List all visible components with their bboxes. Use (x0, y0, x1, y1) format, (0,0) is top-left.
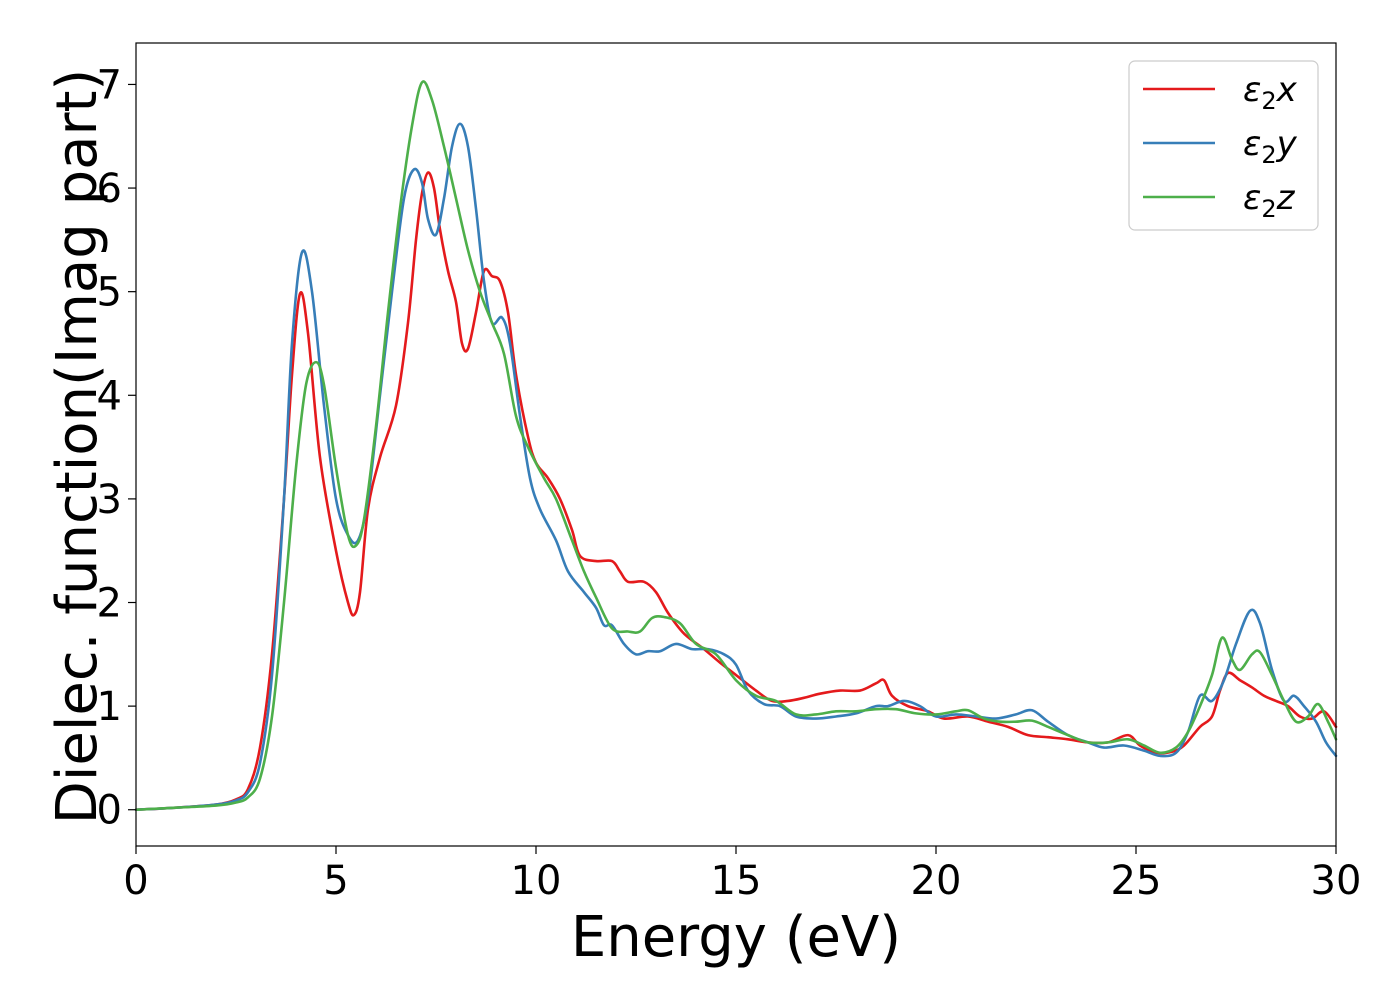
y-tick-label: 6 (97, 166, 122, 212)
x-tick-label: 10 (511, 858, 562, 904)
axis-ticks: 0 5 10 15 20 25 30 0 1 2 3 4 5 6 7 (97, 62, 1362, 904)
series-line-z (134, 80, 1338, 812)
x-axis-title: Energy (eV) (571, 905, 901, 970)
x-tick-label: 25 (1111, 858, 1162, 904)
legend: ε2x ε2y ε2z (1128, 60, 1319, 231)
y-tick-label: 2 (97, 581, 122, 627)
legend-label-x: ε2x (1243, 70, 1298, 115)
y-tick-label: 3 (97, 477, 122, 523)
y-tick-label: 5 (97, 270, 122, 316)
legend-label-y: ε2y (1243, 124, 1298, 169)
legend-box (1128, 60, 1319, 231)
y-tick-label: 1 (97, 684, 122, 730)
x-tick-label: 30 (1311, 858, 1362, 904)
y-tick-label: 7 (97, 62, 122, 108)
y-tick-label: 0 (97, 788, 122, 834)
x-tick-label: 0 (123, 858, 148, 904)
x-tick-label: 15 (711, 858, 762, 904)
y-tick-label: 4 (97, 373, 122, 419)
x-tick-label: 20 (911, 858, 962, 904)
series-line-x (134, 171, 1338, 812)
series-lines (134, 80, 1338, 812)
legend-label-z: ε2z (1243, 178, 1296, 223)
y-axis-title: Dielec. function(Imag part) (45, 69, 110, 825)
x-tick-label: 5 (323, 858, 348, 904)
